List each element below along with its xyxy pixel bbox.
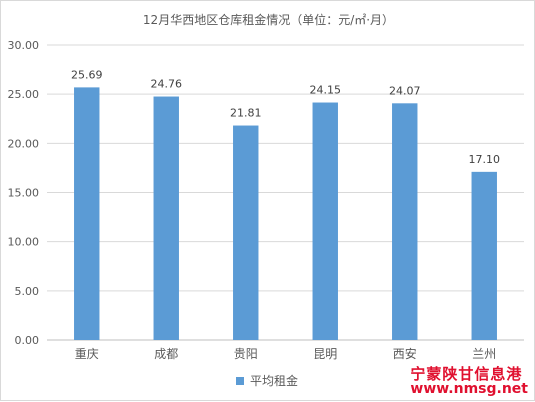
bar (74, 87, 100, 340)
data-label: 24.76 (151, 78, 183, 91)
y-tick-label: 25.00 (8, 88, 40, 101)
bar (312, 102, 338, 341)
watermark-name: 宁蒙陕甘信息港 (410, 364, 523, 383)
y-tick-label: 15.00 (8, 187, 40, 200)
x-tick-label: 昆明 (313, 347, 337, 361)
legend-label: 平均租金 (250, 373, 298, 388)
watermark-logo: 宁蒙陕甘信息港 www.nmsg.net (410, 364, 528, 398)
y-tick-label: 5.00 (15, 285, 40, 298)
bar (153, 96, 179, 340)
data-label: 24.15 (310, 84, 342, 97)
x-tick-label: 兰州 (472, 347, 496, 361)
bar (233, 125, 259, 340)
data-label: 17.10 (469, 153, 501, 166)
data-label: 24.07 (389, 84, 421, 97)
y-tick-label: 10.00 (8, 236, 40, 249)
x-tick-label: 成都 (154, 347, 178, 361)
x-tick-label: 西安 (393, 346, 417, 361)
chart-title: 12月华西地区仓库租金情况（单位：元/㎡·月） (142, 13, 395, 27)
x-tick-label: 重庆 (75, 347, 99, 361)
y-tick-label: 0.00 (15, 334, 40, 347)
x-tick-label: 贵阳 (234, 347, 258, 361)
y-tick-label: 20.00 (8, 137, 40, 150)
data-label: 25.69 (71, 68, 103, 81)
bar (392, 103, 418, 340)
legend-swatch (236, 377, 244, 385)
bar (471, 171, 497, 340)
watermark-url: www.nmsg.net (410, 381, 528, 398)
y-tick-label: 30.00 (8, 39, 40, 52)
data-label: 21.81 (230, 107, 262, 120)
